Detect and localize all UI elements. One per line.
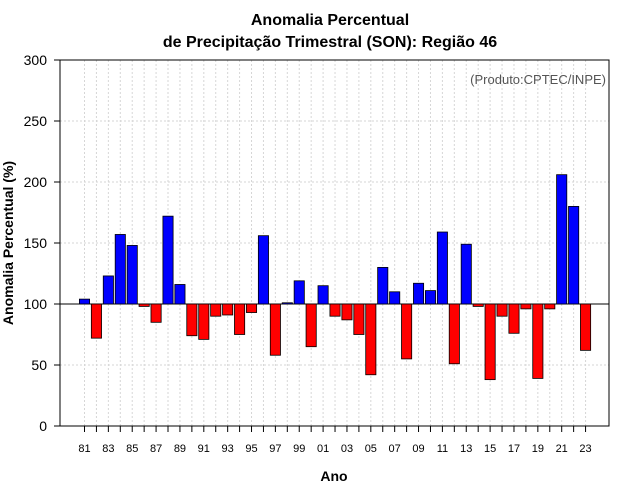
x-tick-label: 17 — [508, 443, 520, 455]
bar-19 — [532, 303, 544, 379]
y-tick-label: 0 — [39, 418, 47, 434]
bar-09 — [413, 282, 425, 305]
bar-86 — [138, 303, 150, 307]
x-tick-label: 11 — [437, 443, 448, 455]
bars-layer — [79, 174, 592, 381]
chart-title-line2: de Precipitação Trimestral (SON): Região… — [163, 34, 497, 51]
bar-00 — [305, 303, 317, 348]
x-tick-label: 21 — [556, 443, 568, 455]
bar-94 — [234, 303, 246, 335]
bar-92 — [210, 303, 222, 317]
bar-11 — [436, 231, 448, 305]
x-tick-label: 03 — [341, 443, 353, 455]
x-tick-label: 91 — [198, 443, 210, 455]
bar-16 — [496, 303, 508, 317]
bar-08 — [401, 303, 413, 360]
x-tick-label: 97 — [269, 443, 281, 455]
bar-18 — [520, 303, 532, 310]
bar-93 — [222, 303, 234, 316]
bar-13 — [460, 243, 472, 305]
y-axis-label: Anomalia Percentual (%) — [0, 161, 16, 325]
y-tick-label: 100 — [24, 296, 48, 312]
bar-23 — [580, 303, 592, 351]
x-tick-label: 83 — [102, 443, 114, 455]
bar-03 — [341, 303, 353, 321]
x-tick-label: 01 — [317, 443, 329, 455]
x-axis-label: Ano — [320, 468, 347, 484]
y-tick-label: 200 — [24, 174, 48, 190]
bar-87 — [150, 303, 162, 323]
chart-title-line1: Anomalia Percentual — [251, 12, 409, 29]
bar-05 — [365, 303, 377, 376]
bar-95 — [246, 303, 258, 313]
bar-82 — [90, 303, 102, 339]
bar-14 — [472, 303, 484, 307]
x-tick-label: 93 — [222, 443, 234, 455]
bar-81 — [79, 298, 91, 305]
bar-97 — [269, 303, 281, 356]
x-tick-label: 87 — [150, 443, 162, 455]
bar-02 — [329, 303, 341, 317]
bar-01 — [317, 285, 329, 305]
y-tick-label: 300 — [24, 52, 48, 68]
bar-96 — [257, 235, 269, 305]
bar-21 — [556, 174, 568, 305]
x-tick-label: 19 — [532, 443, 544, 455]
x-tick-label: 85 — [126, 443, 138, 455]
x-tick-label: 15 — [484, 443, 496, 455]
bar-04 — [353, 303, 365, 335]
x-tick-label: 23 — [579, 443, 591, 455]
bar-10 — [424, 290, 436, 305]
y-tick-label: 250 — [24, 113, 48, 129]
bar-06 — [377, 266, 389, 305]
grid-layer — [60, 60, 609, 426]
x-axis: 81 83 85 87 89 91 93 95 97 99 01 03 05 07 09 11 13 15 17 19… — [78, 426, 592, 455]
bar-90 — [186, 303, 198, 337]
x-tick-label: 07 — [389, 443, 401, 455]
y-axis: 0 50 100 150 200 250 300 — [24, 52, 60, 434]
credit-label: (Produto:CPTEC/INPE) — [470, 72, 606, 87]
bar-12 — [448, 303, 460, 365]
bar-91 — [198, 303, 210, 340]
bar-22 — [568, 205, 580, 305]
bar-89 — [174, 284, 186, 305]
x-tick-label: 05 — [365, 443, 377, 455]
x-tick-label: 89 — [174, 443, 186, 455]
bar-85 — [126, 245, 138, 305]
bar-84 — [114, 234, 126, 305]
x-tick-label: 13 — [460, 443, 472, 455]
bar-17 — [508, 303, 520, 334]
y-tick-label: 50 — [31, 357, 47, 373]
x-tick-label: 99 — [293, 443, 305, 455]
bar-99 — [293, 280, 305, 305]
bar-83 — [102, 275, 114, 305]
y-tick-label: 150 — [24, 235, 48, 251]
bar-15 — [484, 303, 496, 381]
bar-98 — [281, 302, 293, 305]
x-tick-label: 09 — [412, 443, 424, 455]
plot-frame — [59, 59, 610, 427]
bar-20 — [544, 303, 556, 310]
x-tick-label: 95 — [245, 443, 257, 455]
bar-88 — [162, 215, 174, 305]
bar-07 — [389, 291, 401, 305]
x-tick-label: 81 — [78, 443, 90, 455]
